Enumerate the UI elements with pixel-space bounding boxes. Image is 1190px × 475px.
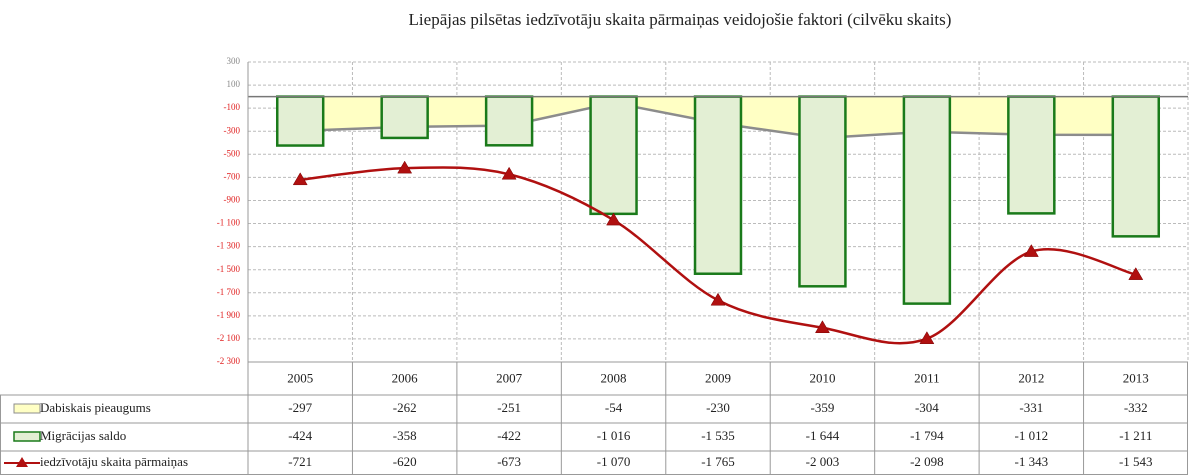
bar xyxy=(798,95,847,288)
y-tick-label: -1 100 xyxy=(217,218,241,228)
data-label: -673 xyxy=(497,454,521,469)
x-tick-label: 2012 xyxy=(1018,370,1044,385)
y-tick-label: 300 xyxy=(227,56,241,66)
y-tick-label: -1 900 xyxy=(217,310,241,320)
data-label: -1 012 xyxy=(1015,428,1049,443)
data-label: -1 543 xyxy=(1119,454,1153,469)
data-label: -251 xyxy=(497,400,521,415)
bar xyxy=(275,95,325,147)
data-label: -332 xyxy=(1124,400,1148,415)
marker xyxy=(606,212,621,226)
legend-label: Migrācijas saldo xyxy=(40,428,126,443)
marker xyxy=(292,172,308,186)
data-label: -721 xyxy=(288,454,312,469)
data-label: -1 535 xyxy=(701,428,735,443)
bar xyxy=(902,95,952,305)
x-tick-label: 2007 xyxy=(496,370,523,385)
data-label: -359 xyxy=(811,400,835,415)
data-label: -1 070 xyxy=(597,454,631,469)
x-tick-label: 2005 xyxy=(287,370,313,385)
chart-title: Liepājas pilsētas iedzīvotāju skaita pār… xyxy=(409,10,952,29)
x-tick-label: 2006 xyxy=(392,370,419,385)
legend-symbol xyxy=(13,431,41,442)
data-label: -230 xyxy=(706,400,730,415)
data-label: -424 xyxy=(288,428,312,443)
x-tick-label: 2011 xyxy=(914,370,940,385)
bar xyxy=(589,95,638,216)
data-label: -297 xyxy=(288,400,312,415)
y-tick-label: -300 xyxy=(224,125,241,135)
marker xyxy=(919,331,935,344)
data-label: -1 644 xyxy=(806,428,840,443)
data-label: -1 211 xyxy=(1119,428,1152,443)
x-tick-label: 2009 xyxy=(705,370,731,385)
data-label: -1 343 xyxy=(1015,454,1049,469)
data-label: -304 xyxy=(915,400,939,415)
y-tick-label: -2 100 xyxy=(217,333,241,343)
data-label: -620 xyxy=(393,454,417,469)
y-tick-label: 100 xyxy=(227,79,241,89)
x-tick-label: 2008 xyxy=(601,370,627,385)
legend-label: Dabiskais pieaugums xyxy=(40,400,151,415)
x-tick-label: 2010 xyxy=(809,370,835,385)
y-tick-label: -1 300 xyxy=(217,241,241,251)
data-label: -2 098 xyxy=(910,454,944,469)
data-label: -1 794 xyxy=(910,428,944,443)
data-label: -1 016 xyxy=(597,428,631,443)
bar xyxy=(693,95,743,275)
data-label: -262 xyxy=(393,400,417,415)
legend-label: iedzīvotāju skaita pārmaiņas xyxy=(40,454,188,469)
marker xyxy=(1128,267,1144,280)
y-tick-label: -1 700 xyxy=(217,287,241,297)
bar xyxy=(1007,95,1056,215)
bar xyxy=(484,95,534,147)
data-label: -358 xyxy=(393,428,417,443)
data-label: -2 003 xyxy=(806,454,840,469)
marker xyxy=(397,160,413,174)
data-label: -54 xyxy=(605,400,623,415)
bar xyxy=(1111,95,1161,238)
data-label: -331 xyxy=(1019,400,1043,415)
legend-symbol xyxy=(16,457,28,467)
data-label: -1 765 xyxy=(701,454,735,469)
marker xyxy=(710,292,726,306)
y-tick-label: -100 xyxy=(224,102,241,112)
bar xyxy=(380,95,429,140)
y-tick-label: -900 xyxy=(224,195,241,205)
y-tick-label: -1 500 xyxy=(217,264,241,274)
marker xyxy=(815,320,830,333)
data-label: -422 xyxy=(497,428,521,443)
y-tick-label: -500 xyxy=(224,148,241,158)
x-tick-label: 2013 xyxy=(1123,370,1149,385)
marker xyxy=(1023,244,1039,257)
y-tick-label: -2 300 xyxy=(217,356,241,366)
marker xyxy=(501,166,517,180)
legend-symbol xyxy=(13,403,41,414)
y-tick-label: -700 xyxy=(224,171,241,181)
